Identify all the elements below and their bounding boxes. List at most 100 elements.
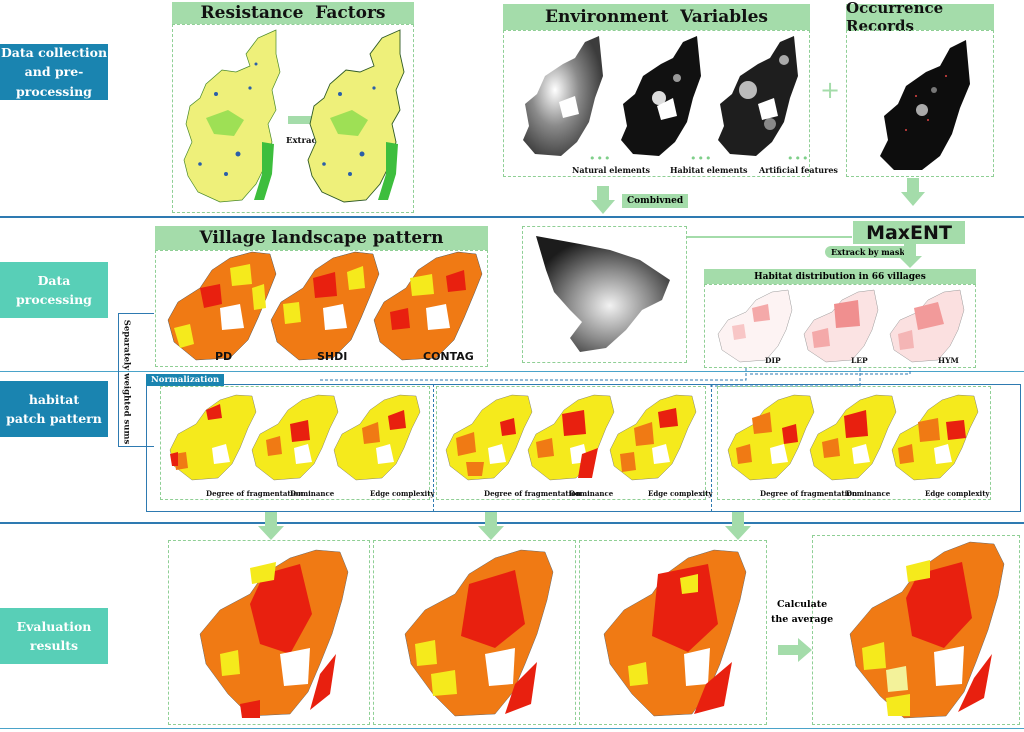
resistance-map-extracted bbox=[307, 29, 405, 203]
connector-line bbox=[687, 236, 852, 238]
label-fragmentation: Degree of fragmentation bbox=[760, 489, 858, 498]
down-arrow bbox=[898, 244, 922, 268]
species-label-lep: LEP bbox=[851, 356, 868, 365]
separator-line bbox=[0, 728, 1024, 729]
group-panel-dip bbox=[160, 386, 430, 500]
lep-map bbox=[803, 289, 879, 363]
village-landscape-title: Village landscape pattern bbox=[155, 226, 488, 250]
metric-label-shdi: SHDI bbox=[317, 350, 348, 363]
right-arrow bbox=[778, 638, 812, 662]
result-panel-average bbox=[812, 535, 1020, 725]
maxent-label: MaxENT bbox=[853, 221, 965, 244]
env-label-habitat: Habitat elements bbox=[670, 165, 748, 175]
species-label-hym: HYM bbox=[938, 356, 959, 365]
label-dominance: Dominance bbox=[846, 489, 891, 498]
label-edge: Edge complexity bbox=[925, 489, 990, 498]
result-panel-3 bbox=[579, 540, 767, 725]
result-map-2 bbox=[404, 549, 554, 717]
occurrence-panel bbox=[846, 30, 994, 177]
hym-edge bbox=[891, 394, 979, 481]
calculate-average-label: Calculate the average bbox=[771, 599, 834, 625]
divider bbox=[711, 384, 712, 512]
metric-label-pd: PD bbox=[215, 350, 233, 363]
dots-icon: ••• bbox=[690, 152, 713, 165]
dots-icon: ••• bbox=[589, 152, 612, 165]
title-text: Resistance Factors bbox=[200, 3, 386, 23]
result-map-3 bbox=[603, 549, 747, 717]
natural-elements-map bbox=[523, 36, 603, 156]
group-panel-lep bbox=[436, 386, 706, 500]
label-fragmentation: Degree of fragmentation bbox=[206, 489, 304, 498]
group-panel-hym bbox=[717, 386, 991, 500]
combined-map bbox=[536, 236, 670, 352]
hym-fragmentation bbox=[727, 394, 815, 481]
label-edge: Edge complexity bbox=[370, 489, 435, 498]
hym-dominance bbox=[809, 394, 897, 481]
lep-edge bbox=[609, 394, 697, 481]
habitat-patch-frame bbox=[146, 384, 1021, 512]
env-label-natural: Natural elements bbox=[572, 165, 651, 175]
normalization-label: Normalization bbox=[146, 374, 225, 386]
stage-label: Evaluation results bbox=[16, 618, 92, 653]
contag-map bbox=[373, 251, 483, 361]
habitat-patch-maps bbox=[169, 394, 979, 481]
habitat-elements-map bbox=[621, 36, 701, 156]
stage-label: Data processing bbox=[16, 272, 92, 307]
dip-dominance bbox=[251, 394, 339, 481]
village-metric-maps bbox=[167, 251, 483, 361]
separator-line bbox=[0, 522, 1024, 524]
down-arrow bbox=[258, 512, 284, 540]
title-text: Environment Variables bbox=[545, 7, 768, 27]
down-arrow bbox=[901, 178, 925, 206]
stage-evaluation: Evaluation results bbox=[0, 608, 108, 664]
result-map-1 bbox=[199, 549, 349, 718]
environment-variables-title: Environment Variables bbox=[503, 4, 810, 30]
resistance-map-original bbox=[183, 29, 281, 203]
shdi-map bbox=[270, 251, 380, 361]
down-arrow bbox=[478, 512, 504, 540]
label-dominance: Dominance bbox=[569, 489, 614, 498]
dip-map bbox=[717, 289, 793, 363]
occurrence-records-title: Occurrence Records bbox=[846, 0, 994, 35]
village-landscape-panel bbox=[155, 250, 488, 367]
resistance-panel bbox=[172, 24, 414, 213]
stage-label: habitat patch pattern bbox=[6, 391, 102, 426]
habitat-species-maps bbox=[717, 289, 965, 363]
stage-label: Data collection and pre-processing bbox=[0, 44, 108, 99]
hym-map bbox=[889, 289, 965, 363]
plus-icon: + bbox=[820, 76, 841, 104]
label-dominance: Dominance bbox=[290, 489, 335, 498]
label-fragmentation: Degree of fragmentation bbox=[484, 489, 582, 498]
separator-line bbox=[0, 216, 1024, 218]
result-map-average bbox=[849, 541, 1005, 719]
lep-fragmentation bbox=[445, 394, 533, 481]
habitat-distribution-panel bbox=[704, 284, 976, 368]
dip-fragmentation bbox=[169, 394, 257, 481]
stage-habitat-patch: habitat patch pattern bbox=[0, 381, 108, 437]
env-label-artificial: Artificial features bbox=[759, 165, 838, 175]
weighted-label: Separately weighted sums bbox=[121, 319, 132, 445]
environment-panel bbox=[503, 30, 810, 177]
extract2-label: Extrack by mask bbox=[825, 246, 911, 258]
lep-dominance bbox=[527, 394, 615, 481]
dip-edge bbox=[333, 394, 421, 481]
pd-map bbox=[167, 251, 277, 361]
result-panel-1 bbox=[168, 540, 370, 725]
weighted-bracket bbox=[118, 313, 154, 447]
combined-label: Combivned bbox=[622, 194, 689, 208]
title-text: Village landscape pattern bbox=[199, 228, 444, 248]
habitat-distribution-title: Habitat distribution in 66 villages bbox=[704, 269, 976, 284]
artificial-features-map bbox=[718, 36, 798, 156]
combined-panel bbox=[522, 226, 687, 363]
species-label-dip: DIP bbox=[765, 356, 781, 365]
stage-data-collection: Data collection and pre-processing bbox=[0, 44, 108, 100]
dots-icon: ••• bbox=[787, 152, 810, 165]
divider bbox=[433, 384, 434, 512]
weighted-label-wrap: Separately weighted sums bbox=[119, 319, 133, 445]
result-panel-2 bbox=[373, 540, 576, 725]
label-edge: Edge complexity bbox=[648, 489, 713, 498]
separator-line bbox=[0, 371, 1024, 372]
metric-label-contag: CONTAG bbox=[423, 350, 474, 363]
resistance-factors-title: Resistance Factors bbox=[172, 2, 414, 24]
occurrence-map bbox=[880, 40, 970, 170]
